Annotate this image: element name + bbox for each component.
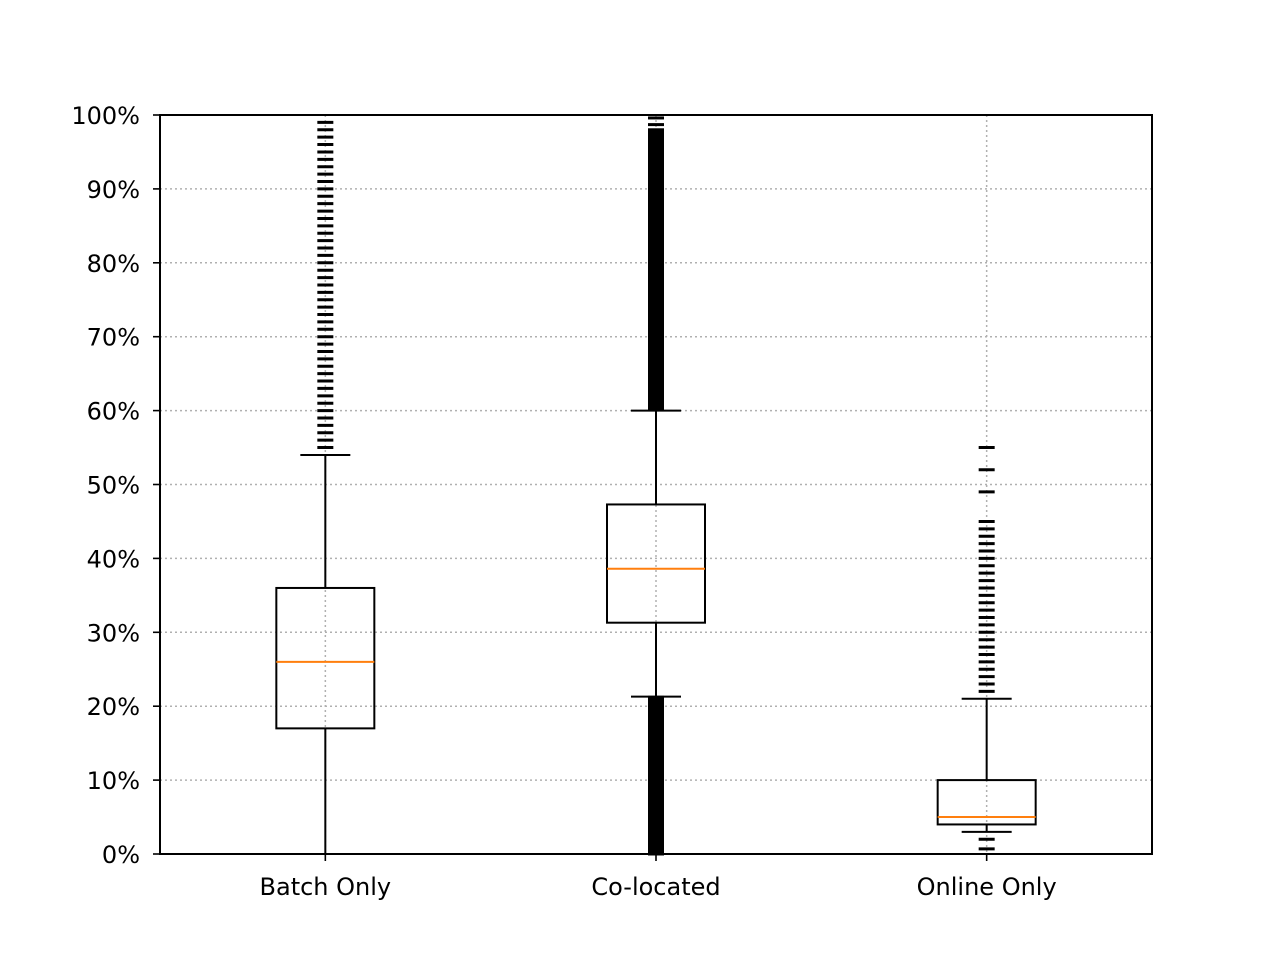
y-tick-label: 90% bbox=[87, 176, 140, 204]
iqr-box bbox=[606, 503, 706, 624]
y-tick-label: 60% bbox=[87, 398, 140, 426]
box-plot-3 bbox=[936, 446, 1037, 851]
y-tick-label: 100% bbox=[71, 102, 140, 130]
y-tick-label: 10% bbox=[87, 767, 140, 795]
y-tick-label: 0% bbox=[102, 841, 140, 869]
box-plot-marks bbox=[275, 116, 1037, 856]
box-plot-1 bbox=[275, 120, 376, 855]
iqr-box bbox=[936, 779, 1037, 826]
box-plot-2 bbox=[606, 116, 706, 856]
y-tick-label: 40% bbox=[87, 545, 140, 573]
x-tick-label: Co-located bbox=[591, 873, 720, 901]
x-tick-label: Batch Only bbox=[260, 873, 392, 901]
y-tick-label: 80% bbox=[87, 250, 140, 278]
y-tick-label: 70% bbox=[87, 324, 140, 352]
y-tick-label: 20% bbox=[87, 693, 140, 721]
iqr-box bbox=[275, 586, 376, 730]
x-tick-label: Online Only bbox=[917, 873, 1057, 901]
y-tick-label: 30% bbox=[87, 619, 140, 647]
y-tick-label: 50% bbox=[87, 472, 140, 500]
outlier-band-high bbox=[648, 128, 664, 412]
outlier-band-low bbox=[648, 695, 664, 856]
axes: 0% 10% 20% 30% 40% 50% 60% 70% 80% 90% 100% Batch O… bbox=[71, 102, 1056, 901]
